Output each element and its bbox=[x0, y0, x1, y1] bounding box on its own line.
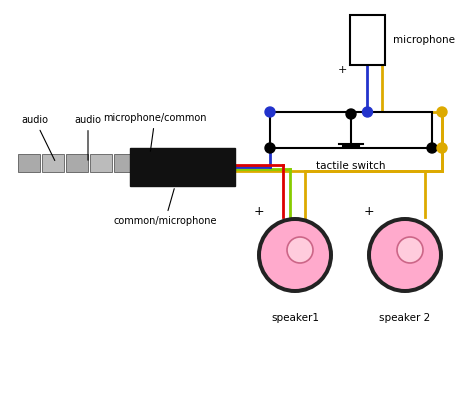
Text: audio: audio bbox=[21, 115, 55, 160]
Text: audio: audio bbox=[74, 115, 101, 160]
Bar bbox=[350, 15, 385, 65]
Circle shape bbox=[371, 221, 439, 289]
Bar bbox=[66, 154, 88, 172]
Circle shape bbox=[261, 221, 329, 289]
Circle shape bbox=[363, 107, 373, 117]
Circle shape bbox=[346, 109, 356, 119]
Bar bbox=[18, 154, 40, 172]
Bar bbox=[42, 154, 64, 172]
Circle shape bbox=[257, 217, 333, 293]
Text: microphone/common: microphone/common bbox=[103, 113, 207, 151]
Bar bbox=[130, 148, 235, 186]
Text: +: + bbox=[254, 205, 264, 218]
Bar bbox=[114, 154, 136, 172]
Text: +: + bbox=[337, 65, 346, 75]
Circle shape bbox=[427, 143, 437, 153]
Text: tactile switch: tactile switch bbox=[316, 161, 386, 171]
Circle shape bbox=[265, 143, 275, 153]
Circle shape bbox=[437, 107, 447, 117]
Text: speaker1: speaker1 bbox=[271, 313, 319, 323]
Circle shape bbox=[367, 217, 443, 293]
Circle shape bbox=[397, 237, 423, 263]
Circle shape bbox=[287, 237, 313, 263]
Text: common/microphone: common/microphone bbox=[113, 189, 217, 226]
Circle shape bbox=[437, 143, 447, 153]
Text: microphone: microphone bbox=[393, 35, 455, 45]
Bar bbox=[270, 112, 432, 148]
Circle shape bbox=[265, 107, 275, 117]
Text: +: + bbox=[364, 205, 374, 218]
Bar bbox=[90, 154, 112, 172]
Text: speaker 2: speaker 2 bbox=[379, 313, 430, 323]
